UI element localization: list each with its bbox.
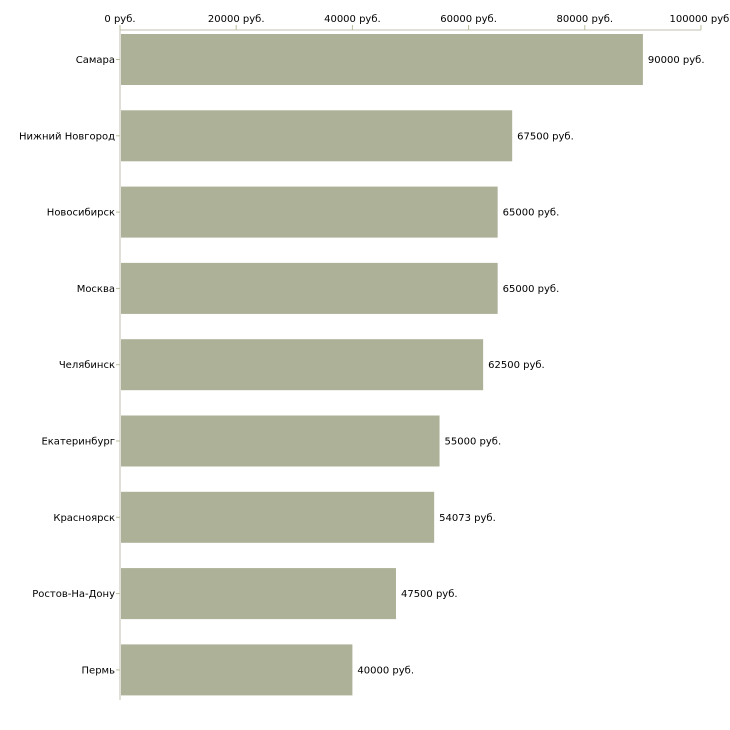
category-label: Ростов-На-Дону <box>32 589 115 600</box>
bar <box>121 415 440 467</box>
bar <box>121 110 513 162</box>
bar <box>121 644 353 696</box>
data-label: 90000 руб. <box>648 55 705 66</box>
x-tick-label: 100000 руб. <box>670 14 730 25</box>
category-label: Новосибирск <box>47 208 115 219</box>
bar <box>121 339 484 391</box>
data-label: 40000 руб. <box>357 665 414 676</box>
x-tick-label: 60000 руб. <box>440 14 497 25</box>
bar <box>121 568 396 620</box>
data-label: 47500 руб. <box>401 589 458 600</box>
data-label: 65000 руб. <box>503 208 560 219</box>
category-label: Екатеринбург <box>41 437 115 448</box>
category-label: Пермь <box>82 665 116 676</box>
category-label: Нижний Новгород <box>19 131 115 142</box>
category-label: Самара <box>76 55 115 66</box>
x-tick-label: 40000 руб. <box>324 14 381 25</box>
bar <box>121 34 643 85</box>
bar <box>121 262 498 314</box>
category-label: Челябинск <box>59 360 115 371</box>
data-label: 67500 руб. <box>517 131 574 142</box>
data-label: 54073 руб. <box>439 513 496 524</box>
bar <box>121 491 435 543</box>
x-tick-label: 0 руб. <box>104 14 135 25</box>
data-label: 55000 руб. <box>445 437 502 448</box>
category-label: Красноярск <box>53 513 115 524</box>
data-label: 62500 руб. <box>488 360 545 371</box>
x-tick-label: 80000 руб. <box>556 14 613 25</box>
category-label: Москва <box>77 284 115 295</box>
bar <box>121 186 498 238</box>
x-tick-label: 20000 руб. <box>208 14 265 25</box>
data-label: 65000 руб. <box>503 284 560 295</box>
